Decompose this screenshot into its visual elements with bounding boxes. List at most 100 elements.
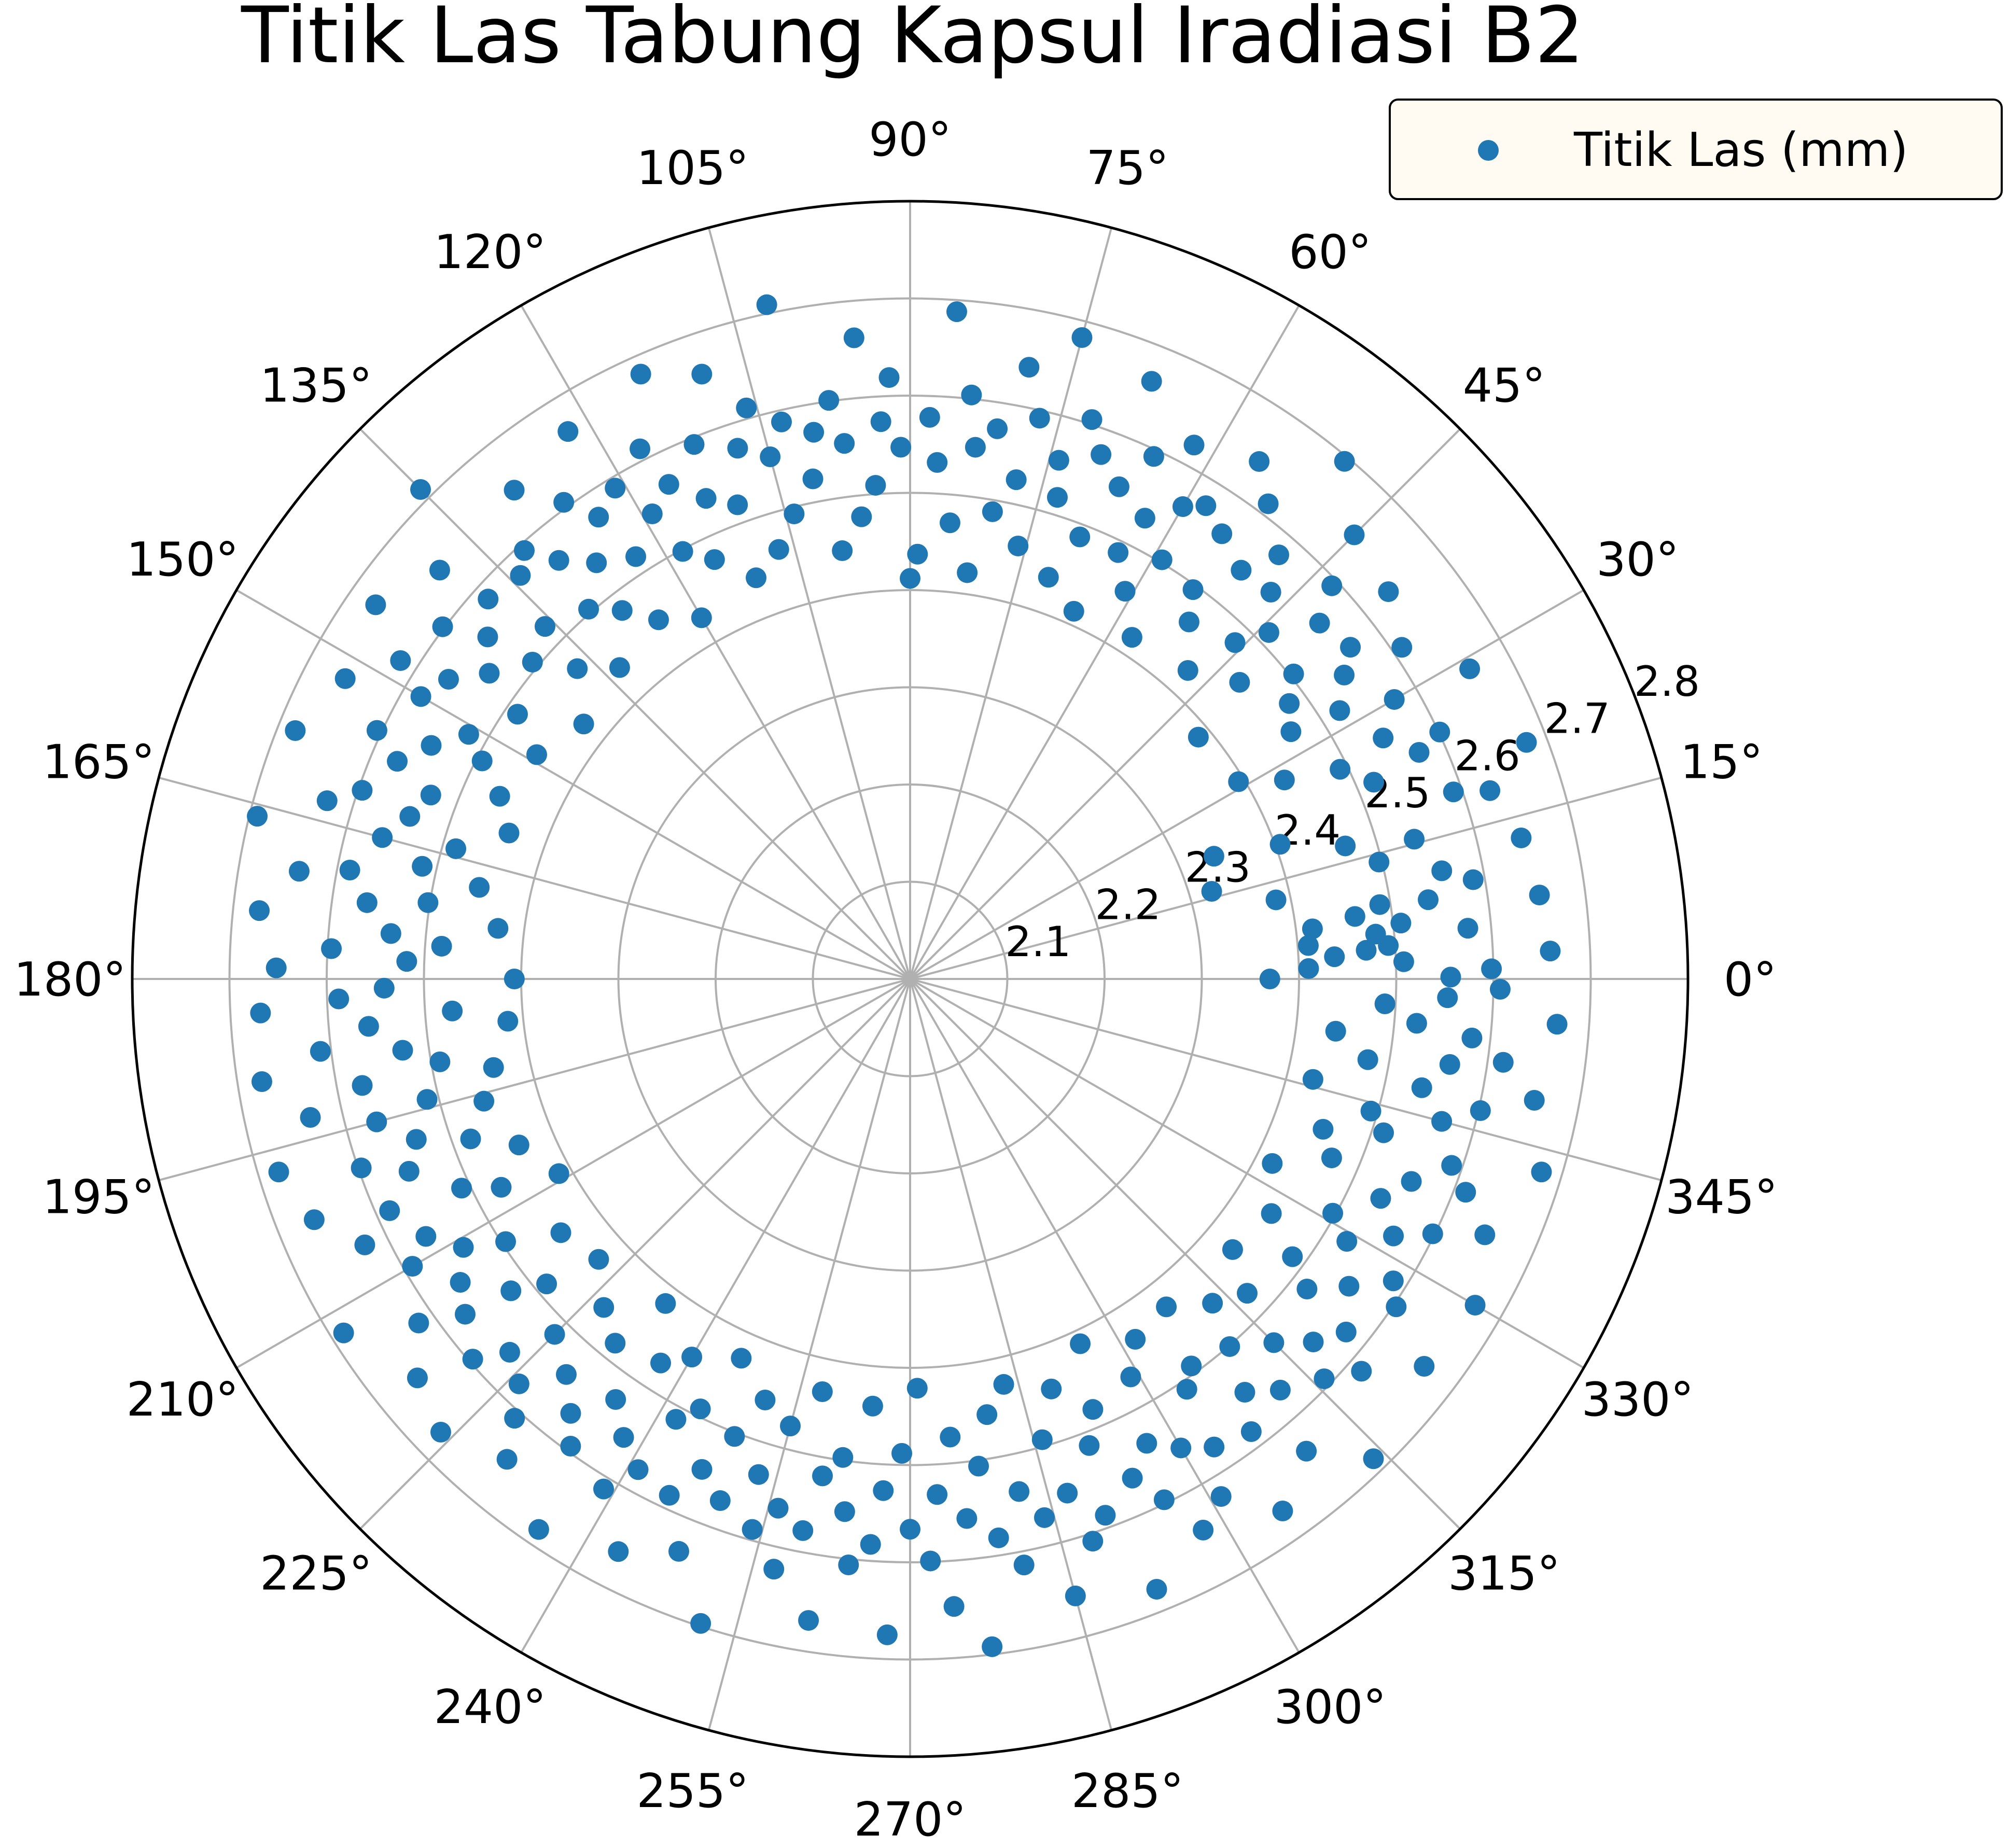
data-point	[900, 1519, 920, 1540]
data-point	[1228, 771, 1249, 792]
data-point	[1176, 1379, 1197, 1400]
data-point	[548, 1163, 569, 1184]
data-point	[421, 735, 442, 756]
data-point	[1462, 869, 1484, 890]
data-point	[746, 567, 767, 589]
data-point	[1411, 1077, 1432, 1098]
data-point	[392, 1040, 413, 1061]
data-point	[1151, 549, 1172, 570]
data-point	[1203, 846, 1224, 867]
data-point	[1219, 1336, 1240, 1357]
angle-tick-label: 300°	[1274, 1680, 1387, 1734]
data-point	[406, 1129, 427, 1150]
data-point	[489, 786, 510, 807]
data-point	[473, 1090, 495, 1112]
data-point	[1302, 918, 1323, 940]
data-point	[641, 503, 663, 524]
data-point	[247, 806, 268, 827]
data-point	[1374, 993, 1395, 1014]
angular-gridline-135	[359, 428, 911, 980]
angle-tick-label: 345°	[1665, 1170, 1778, 1224]
data-point	[1268, 544, 1290, 566]
data-point	[672, 541, 693, 562]
data-point	[1338, 1276, 1360, 1297]
data-point	[976, 1404, 998, 1425]
data-point	[1406, 1013, 1427, 1034]
data-point	[1279, 693, 1300, 714]
data-point	[1240, 1421, 1262, 1443]
data-point	[387, 751, 408, 772]
data-point	[491, 1177, 512, 1198]
data-point	[838, 1555, 859, 1576]
data-point	[1038, 567, 1059, 588]
data-point	[1265, 889, 1287, 911]
data-point	[249, 900, 270, 921]
data-point	[1373, 727, 1394, 749]
data-point	[1325, 1020, 1346, 1042]
data-point	[1417, 889, 1439, 911]
data-point	[832, 540, 853, 562]
data-point	[507, 704, 528, 725]
data-point	[560, 1403, 581, 1424]
data-point	[1404, 829, 1425, 850]
data-point	[668, 1541, 689, 1562]
data-point	[1125, 1328, 1146, 1350]
data-point	[250, 1002, 271, 1024]
data-point	[890, 437, 912, 458]
legend-marker	[1478, 140, 1499, 161]
data-point	[1335, 1321, 1357, 1342]
data-point	[429, 1051, 451, 1072]
data-point	[399, 806, 421, 827]
data-point	[497, 1011, 519, 1032]
data-point	[690, 1613, 711, 1634]
angular-gridline-240	[520, 978, 911, 1654]
angular-gridline-300	[909, 978, 1300, 1654]
data-point	[416, 1089, 438, 1110]
data-point	[285, 720, 306, 741]
data-point	[1063, 600, 1084, 622]
data-point	[410, 479, 431, 500]
data-point	[1369, 894, 1390, 915]
data-point	[939, 512, 960, 534]
data-point	[504, 969, 525, 989]
data-point	[650, 1352, 672, 1374]
data-point	[1356, 940, 1377, 961]
data-point	[1146, 1578, 1167, 1600]
data-point	[431, 935, 452, 957]
data-point	[504, 480, 525, 501]
data-point	[1321, 575, 1343, 596]
data-point	[1302, 1069, 1323, 1090]
data-point	[366, 720, 387, 741]
data-point	[876, 1624, 898, 1645]
data-point	[1414, 1356, 1435, 1377]
data-point	[1479, 780, 1501, 801]
data-point	[1018, 357, 1040, 378]
data-point	[1065, 1585, 1086, 1606]
data-point	[586, 552, 607, 573]
data-point	[1249, 451, 1270, 472]
data-point	[1391, 637, 1413, 658]
data-point	[946, 301, 967, 323]
data-point	[1114, 581, 1136, 602]
data-point	[478, 589, 499, 610]
data-point	[1143, 446, 1164, 467]
data-point	[873, 1480, 894, 1501]
data-point	[352, 1075, 373, 1096]
data-point	[704, 549, 725, 570]
data-point	[420, 785, 441, 806]
data-point	[1531, 1161, 1552, 1183]
data-point	[709, 1490, 731, 1511]
angle-tick-label: 270°	[854, 1793, 967, 1847]
data-point	[1181, 1355, 1202, 1377]
data-point	[430, 1421, 451, 1443]
data-point	[593, 1297, 615, 1318]
data-point	[834, 1501, 855, 1522]
data-point	[834, 433, 855, 454]
data-point	[727, 494, 748, 515]
data-point	[724, 1426, 745, 1447]
data-point	[784, 503, 805, 525]
data-point	[1224, 632, 1246, 653]
data-point	[613, 1427, 634, 1448]
data-point	[1429, 721, 1450, 743]
data-point	[1121, 627, 1142, 648]
